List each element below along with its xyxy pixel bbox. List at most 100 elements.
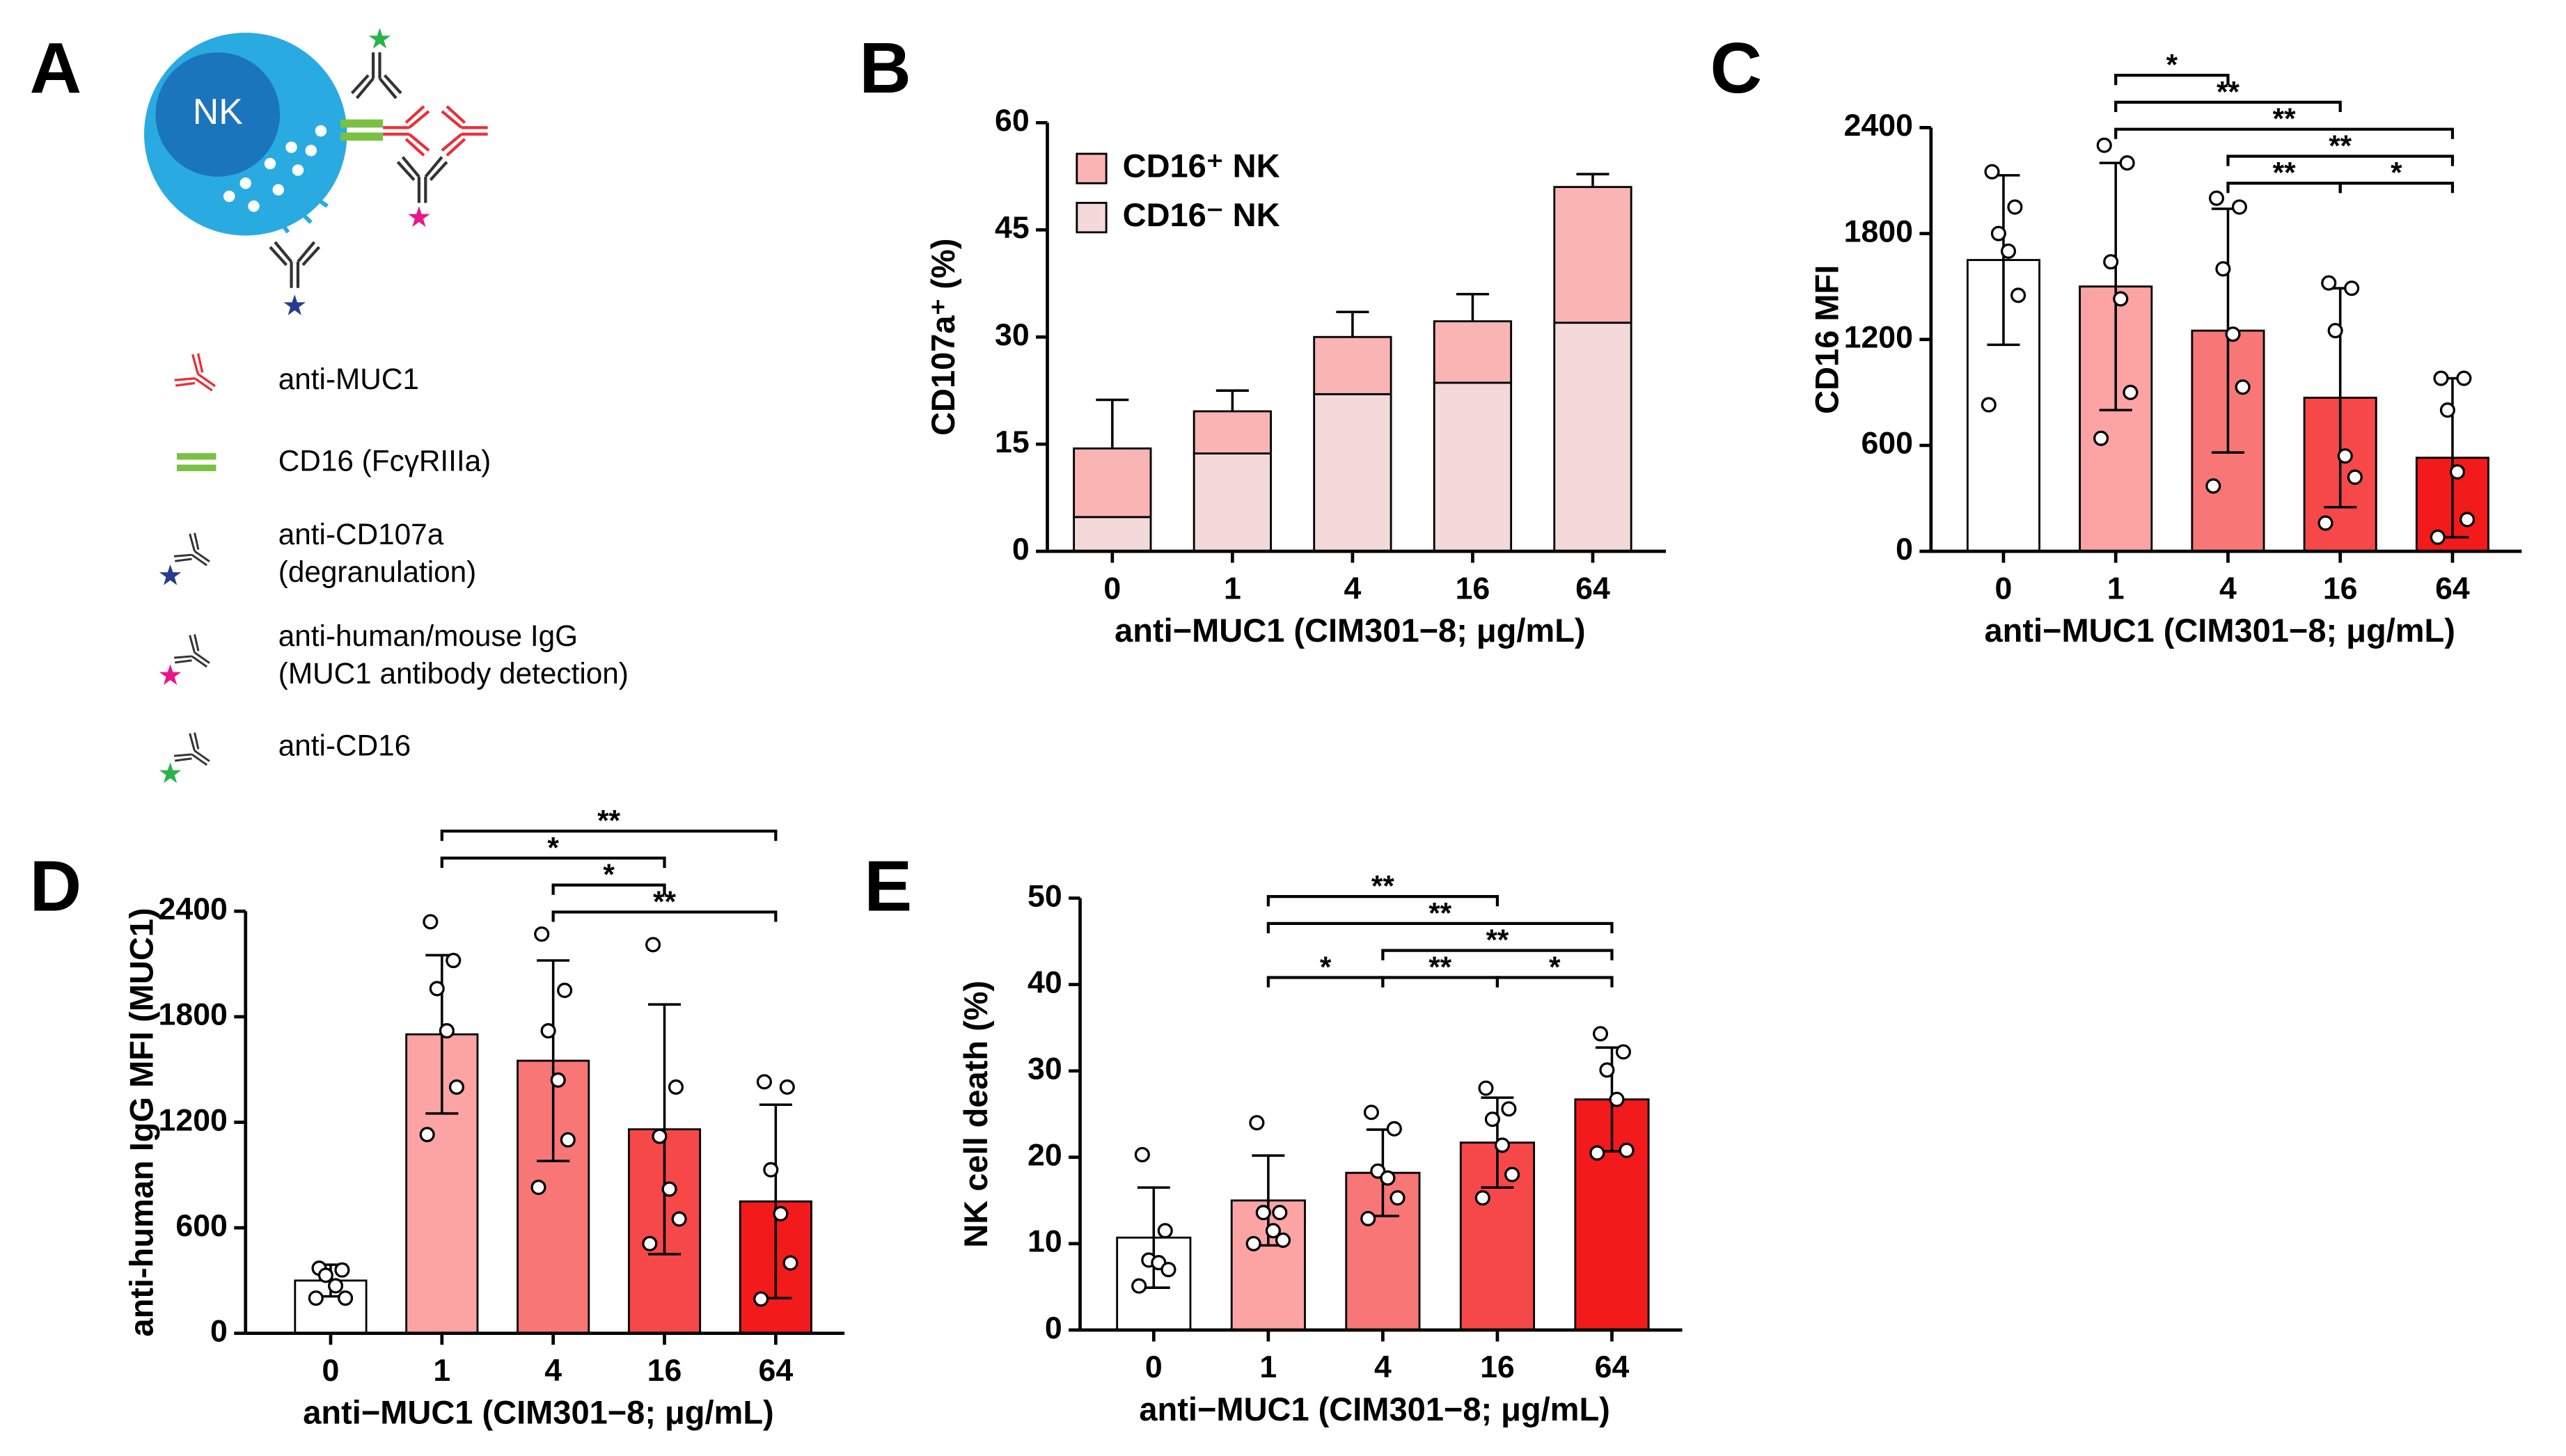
x-tick-label: 4 — [1344, 571, 1361, 606]
significance-label: ** — [1428, 896, 1451, 929]
data-point — [560, 1132, 576, 1148]
y-tick-label: 20 — [1028, 1139, 1062, 1173]
data-point — [2347, 469, 2363, 485]
anti-cd107a-icon — [270, 242, 320, 288]
significance-label: ** — [1371, 870, 1394, 903]
x-tick-label: 1 — [1259, 1350, 1277, 1384]
data-point — [2430, 529, 2446, 545]
x-tick-label: 16 — [2323, 571, 2358, 606]
data-point — [2317, 515, 2333, 531]
data-point — [1589, 1145, 1605, 1161]
x-tick-label: 0 — [1145, 1350, 1163, 1384]
data-point — [308, 1290, 324, 1306]
x-tick-label: 64 — [1575, 571, 1610, 606]
significance-label: * — [1549, 951, 1561, 983]
y-tick-label: 1800 — [1844, 214, 1913, 248]
x-tick-label: 64 — [2435, 571, 2470, 606]
data-point — [2439, 402, 2455, 418]
x-tick-label: 4 — [544, 1354, 562, 1388]
data-point — [1160, 1262, 1176, 1278]
bar-segment — [1073, 516, 1152, 553]
x-tick-label: 4 — [2219, 571, 2237, 606]
data-point — [550, 1072, 566, 1088]
data-point — [2225, 326, 2241, 342]
data-point — [2119, 155, 2135, 171]
y-tick-label: 50 — [1028, 879, 1062, 913]
data-point — [1592, 1026, 1609, 1042]
data-point — [642, 1235, 658, 1251]
panel-letter: B — [859, 27, 911, 108]
data-point — [1386, 1121, 1402, 1137]
x-tick-label: 1 — [1224, 571, 1241, 606]
y-axis-label: CD107a⁺ (%) — [924, 239, 961, 436]
bar-segment — [1193, 410, 1272, 454]
panel-letter: E — [864, 845, 912, 926]
significance-label: ** — [597, 805, 620, 837]
significance-bracket — [2114, 74, 2230, 86]
legend-text: (degranulation) — [278, 555, 477, 588]
data-point — [530, 1179, 546, 1196]
data-point — [1255, 1205, 1271, 1221]
significance-bracket — [1266, 921, 1614, 933]
data-point — [1265, 1223, 1281, 1239]
data-point — [1245, 1235, 1261, 1251]
data-point — [2093, 430, 2109, 446]
significance-bracket — [2114, 100, 2342, 113]
data-point — [1615, 1044, 1631, 1060]
data-point — [2113, 291, 2129, 307]
y-axis-label: CD16 MFI — [1809, 265, 1845, 414]
significance-label: * — [2391, 157, 2402, 189]
data-point — [2000, 243, 2017, 259]
data-point — [756, 1074, 772, 1090]
significance-label: ** — [1428, 951, 1451, 983]
significance-bracket — [2226, 155, 2455, 166]
panel-letter: D — [29, 845, 81, 926]
y-tick-label: 1200 — [1844, 321, 1913, 355]
data-point — [317, 1267, 333, 1283]
data-point — [2433, 370, 2449, 386]
legend-text: anti-human/mouse IgG — [278, 619, 578, 652]
significance-label: * — [547, 831, 559, 864]
bar-segment — [1553, 322, 1632, 553]
data-point — [2007, 199, 2023, 215]
x-axis-label: anti−MUC1 (CIM301−8; μg/mL) — [1115, 612, 1585, 649]
legend-text: (MUC1 antibody detection) — [278, 657, 629, 690]
x-tick-label: 16 — [1480, 1350, 1515, 1384]
granules — [223, 125, 327, 212]
data-point — [2103, 254, 2119, 270]
y-tick-label: 30 — [1028, 1052, 1062, 1086]
significance-bracket — [2114, 127, 2455, 139]
data-point — [1380, 1170, 1396, 1186]
data-point — [540, 1023, 556, 1039]
cd107a-spikes — [269, 186, 329, 234]
significance-bracket — [551, 883, 666, 895]
star — [283, 294, 306, 315]
panel-letter: A — [29, 27, 81, 108]
data-point — [782, 1255, 798, 1271]
data-point — [1494, 1137, 1511, 1153]
chart: C 0 600 1200 1800 2400 0 1 4 16 64 anti−MUC1 (CIM30… — [1710, 27, 2522, 649]
x-tick-label: 4 — [1374, 1350, 1392, 1384]
data-point — [429, 981, 445, 997]
data-point — [1990, 225, 2006, 242]
legend-text: anti-CD107a — [278, 518, 444, 551]
x-tick-label: 1 — [433, 1354, 450, 1388]
data-point — [1249, 1115, 1265, 1131]
anti-cd16-icon — [352, 52, 402, 98]
y-tick-label: 2400 — [159, 892, 228, 926]
anti-muc1-icon — [383, 106, 429, 156]
legend-icon — [171, 729, 219, 779]
chart: B CD16⁺ NK CD16⁻ NK 0 15 30 45 60 0 1 4 16 64 anti−MU… — [859, 27, 1667, 649]
data-point — [448, 1079, 465, 1095]
significance-label: * — [603, 858, 615, 891]
data-point — [1360, 1210, 1376, 1226]
significance-label: ** — [2273, 102, 2296, 135]
data-point — [2215, 261, 2231, 277]
data-point — [1501, 1101, 1517, 1117]
significance-bracket — [440, 856, 666, 868]
data-point — [2096, 137, 2112, 153]
y-tick-label: 0 — [1012, 532, 1030, 567]
data-point — [1275, 1232, 1291, 1248]
